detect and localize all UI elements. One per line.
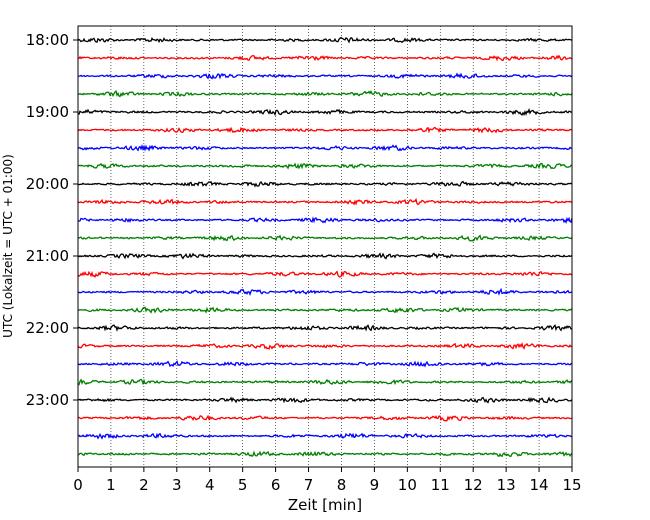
x-tick-label: 15 — [562, 476, 581, 494]
trace-line — [77, 360, 573, 368]
trace-line — [77, 197, 573, 206]
trace-line — [77, 252, 573, 260]
plot-frame — [77, 25, 573, 468]
x-tick-label: 11 — [431, 476, 450, 494]
y-tick-label: 18:00 — [26, 31, 69, 49]
x-tick-label: 10 — [398, 476, 417, 494]
trace-line — [77, 180, 573, 188]
trace-line — [77, 414, 573, 422]
trace-line — [77, 378, 573, 386]
x-tick-label: 4 — [205, 476, 215, 494]
trace-line — [77, 54, 573, 62]
x-tick-label: 9 — [370, 476, 380, 494]
trace-line — [77, 144, 573, 152]
trace-line — [77, 432, 573, 440]
x-tick-label: 13 — [497, 476, 516, 494]
trace-line — [77, 126, 573, 134]
y-tick-label: 23:00 — [26, 391, 69, 409]
y-tick-label: 21:00 — [26, 247, 69, 265]
x-tick-label: 1 — [106, 476, 116, 494]
seismic-traces — [77, 36, 573, 458]
trace-line — [77, 341, 573, 350]
y-axis-title: UTC (Lokalzeit = UTC + 01:00) — [1, 154, 15, 338]
trace-line — [77, 306, 573, 314]
x-tick-label: 7 — [304, 476, 314, 494]
y-tick-label: 19:00 — [26, 103, 69, 121]
trace-line — [77, 107, 573, 117]
x-tick-label: 14 — [530, 476, 549, 494]
trace-line — [77, 450, 573, 458]
trace-line — [77, 287, 573, 297]
y-tick-label: 20:00 — [26, 175, 69, 193]
x-tick-label: 5 — [238, 476, 248, 494]
trace-line — [77, 324, 573, 332]
trace-line — [77, 234, 573, 242]
x-tick-label: 2 — [139, 476, 149, 494]
trace-line — [77, 162, 573, 170]
trace-line — [77, 72, 573, 80]
x-axis-ticks: 0 1 2 3 4 5 6 7 8 9 10 11 12 13 14 15 — [73, 467, 582, 494]
trace-line — [77, 89, 573, 98]
x-tick-label: 3 — [172, 476, 182, 494]
x-tick-label: 12 — [464, 476, 483, 494]
trace-line — [77, 270, 573, 278]
y-tick-label: 22:00 — [26, 319, 69, 337]
trace-line — [77, 36, 573, 44]
x-axis-title: Zeit [min] — [288, 496, 362, 514]
trace-line — [77, 216, 573, 225]
x-tick-label: 6 — [271, 476, 281, 494]
trace-line — [77, 396, 573, 404]
y-axis-ticks: 18:00 19:00 20:00 21:00 22:00 23:00 — [26, 31, 78, 409]
x-tick-label: 0 — [73, 476, 83, 494]
x-tick-label: 8 — [337, 476, 347, 494]
